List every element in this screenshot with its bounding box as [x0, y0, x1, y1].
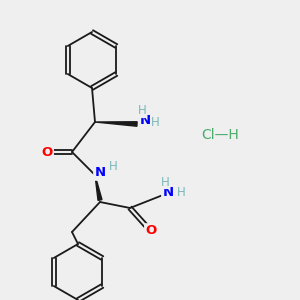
Text: H: H: [177, 185, 185, 199]
Text: N: N: [162, 185, 174, 199]
Text: N: N: [94, 167, 106, 179]
Text: N: N: [140, 115, 151, 128]
Text: H: H: [138, 104, 146, 118]
Text: H: H: [151, 116, 159, 130]
Text: H: H: [160, 176, 169, 188]
Text: O: O: [41, 146, 52, 158]
Text: O: O: [146, 224, 157, 238]
Polygon shape: [95, 175, 102, 200]
Text: Cl—H: Cl—H: [201, 128, 239, 142]
Polygon shape: [95, 122, 137, 126]
Text: H: H: [109, 160, 117, 173]
